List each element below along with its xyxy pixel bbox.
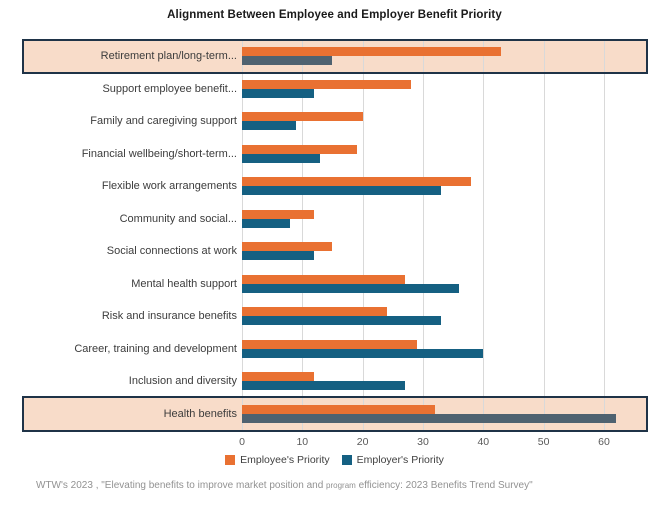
employee-priority-bar — [242, 404, 436, 414]
employer-priority-bar — [242, 218, 291, 228]
employer-priority-bar — [242, 251, 315, 260]
employee-priority-bar — [242, 307, 387, 316]
category-label: Flexible work arrangements — [101, 180, 237, 193]
employee-priority-bar — [242, 79, 411, 89]
x-tick-label: 50 — [537, 436, 550, 448]
source-note-prefix: WTW's 2023 , "Elevating benefits to impr… — [36, 480, 327, 491]
category-label: Health benefits — [163, 407, 237, 420]
category-label: Inclusion and diversity — [128, 375, 237, 388]
category-label: Career, training and development — [74, 342, 237, 355]
category-label: Mental health support — [131, 277, 237, 290]
employee-priority-bar — [242, 47, 502, 56]
employer-priority-bar — [242, 348, 484, 358]
gridline — [483, 40, 485, 430]
employer-priority-bar — [242, 121, 297, 130]
gridline — [543, 40, 545, 430]
legend-label-employee: Employee's Priority — [240, 454, 330, 466]
employee-priority-bar — [242, 209, 315, 219]
legend-item-employer: Employer's Priority — [341, 454, 444, 466]
category-label: Social connections at work — [106, 245, 237, 258]
category-label: Financial wellbeing/short-term... — [81, 147, 237, 160]
employer-priority-bar — [242, 186, 442, 195]
highlight-band-border — [22, 396, 648, 432]
plot-area — [242, 40, 648, 430]
category-label: Retirement plan/long-term... — [100, 50, 237, 63]
category-label: Support employee benefit... — [102, 82, 237, 95]
legend: Employee's Priority Employer's Priority — [0, 454, 669, 466]
gridline — [603, 40, 605, 430]
legend-label-employer: Employer's Priority — [356, 454, 444, 466]
source-note: WTW's 2023 , "Elevating benefits to impr… — [36, 480, 533, 491]
x-tick-label: 30 — [417, 436, 429, 448]
gridline — [302, 40, 304, 430]
highlight-band-border — [22, 38, 648, 74]
employee-priority-bar — [242, 177, 472, 186]
x-tick-label: 60 — [598, 436, 610, 448]
x-tick-label: 20 — [356, 436, 369, 448]
category-label: Community and social... — [119, 212, 237, 225]
employee-priority-bar — [242, 144, 357, 154]
employer-priority-bar — [242, 413, 617, 423]
gridline — [422, 40, 424, 430]
gridline — [242, 40, 243, 430]
employer-priority-bar — [242, 283, 460, 293]
x-tick-label: 0 — [239, 436, 245, 448]
employer-priority-bar — [242, 56, 333, 65]
source-note-suffix: efficiency: 2023 Benefits Trend Survey" — [355, 480, 533, 491]
x-tick-label: 40 — [477, 436, 490, 448]
employer-priority-swatch — [341, 455, 352, 465]
employee-priority-bar — [242, 112, 363, 121]
employer-priority-bar — [242, 316, 442, 325]
category-label: Risk and insurance benefits — [101, 310, 237, 323]
employee-priority-bar — [242, 372, 315, 381]
employee-priority-bar — [242, 274, 405, 284]
source-note-small-word: program — [326, 481, 356, 490]
employee-priority-bar — [242, 339, 417, 349]
employer-priority-bar — [242, 153, 321, 163]
employee-priority-swatch — [225, 455, 236, 465]
category-label: Family and caregiving support — [90, 115, 237, 128]
gridline — [362, 40, 364, 430]
employer-priority-bar — [242, 88, 315, 98]
legend-item-employee: Employee's Priority — [225, 454, 330, 466]
employer-priority-bar — [242, 381, 405, 390]
employee-priority-bar — [242, 242, 333, 251]
chart-title: Alignment Between Employee and Employer … — [167, 9, 502, 21]
x-tick-label: 10 — [296, 436, 309, 448]
